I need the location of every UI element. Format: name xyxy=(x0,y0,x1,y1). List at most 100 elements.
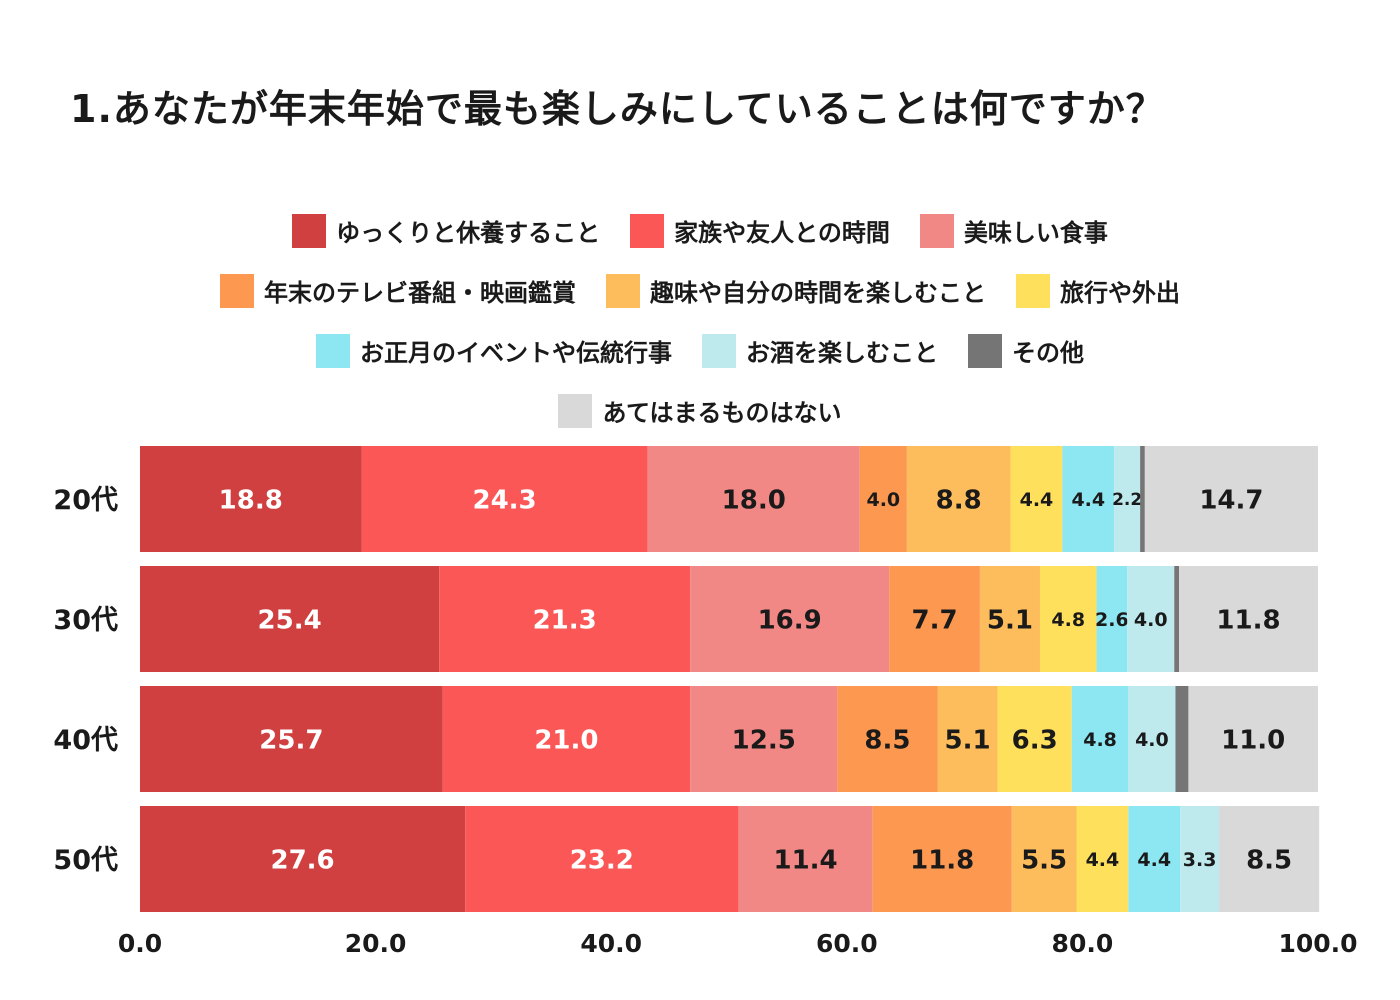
bar-segment xyxy=(1096,566,1128,672)
bar-segment xyxy=(1188,686,1318,792)
legend-swatch xyxy=(292,213,327,248)
bar-segment xyxy=(439,566,691,672)
legend-swatch xyxy=(606,273,640,308)
data-label: 5.5 xyxy=(1021,845,1067,875)
data-label: 21.0 xyxy=(534,725,598,755)
legend-item: あてはまるものはない xyxy=(558,393,842,428)
legend-row: ゆっくりと休養すること 家族や友人との時間 美味しい食事 xyxy=(0,213,1400,248)
legend-item: お正月のイベントや伝統行事 xyxy=(316,333,672,368)
legend-item: 家族や友人との時間 xyxy=(630,213,890,248)
legend-item: 美味しい食事 xyxy=(919,213,1108,248)
data-label: 25.4 xyxy=(258,605,322,635)
legend-label: 趣味や自分の時間を楽しむこと xyxy=(650,279,986,307)
bar-segment xyxy=(1010,446,1063,552)
data-label: 6.3 xyxy=(1012,725,1058,755)
legend-row: お正月のイベントや伝統行事 お酒を楽しむこと その他 xyxy=(0,333,1400,368)
data-label: 4.0 xyxy=(1135,729,1169,751)
bar-segment xyxy=(690,686,838,792)
x-tick-label: 20.0 xyxy=(345,929,407,958)
bar-segment xyxy=(647,446,860,552)
legend-item: ゆっくりと休養すること xyxy=(292,213,600,248)
legend-label: 旅行や外出 xyxy=(1060,279,1180,307)
bar-segment xyxy=(1011,806,1077,912)
legend-row: 年末のテレビ番組・映画鑑賞 趣味や自分の時間を楽しむこと 旅行や外出 xyxy=(0,273,1400,308)
bar-segment xyxy=(140,806,466,912)
bar-segment xyxy=(140,446,362,552)
x-tick-label: 40.0 xyxy=(580,929,642,958)
x-tick-label: 0.0 xyxy=(118,929,162,958)
legend-label: その他 xyxy=(1012,339,1084,367)
data-label: 18.0 xyxy=(722,485,786,515)
bar-segment xyxy=(1062,446,1115,552)
bar-segment xyxy=(738,806,873,912)
bar-segment xyxy=(1180,806,1220,912)
data-label: 8.5 xyxy=(1246,845,1292,875)
bar-segment xyxy=(140,686,443,792)
data-label: 4.4 xyxy=(1086,849,1120,871)
data-label: 8.8 xyxy=(936,485,982,515)
data-label: 4.0 xyxy=(866,489,900,511)
legend-item: 年末のテレビ番組・映画鑑賞 xyxy=(220,273,576,308)
legend-swatch xyxy=(220,273,254,308)
data-label: 18.8 xyxy=(219,485,283,515)
data-label: 8.5 xyxy=(864,725,910,755)
data-label: 24.3 xyxy=(473,485,537,515)
data-label: 14.7 xyxy=(1199,485,1263,515)
bar-segment xyxy=(1144,446,1318,552)
bar-segment xyxy=(1114,446,1141,552)
data-label: 21.3 xyxy=(533,605,597,635)
data-label: 4.4 xyxy=(1137,849,1171,871)
data-label: 16.9 xyxy=(758,605,822,635)
category-label: 20代 xyxy=(53,485,118,516)
legend-label: 家族や友人との時間 xyxy=(674,219,890,247)
data-label: 12.5 xyxy=(732,725,796,755)
data-label: 4.8 xyxy=(1051,609,1085,631)
legend-label: お正月のイベントや伝統行事 xyxy=(360,339,672,367)
data-label: 27.6 xyxy=(270,845,334,875)
legend-item: 旅行や外出 xyxy=(1016,273,1180,308)
bar-segment xyxy=(906,446,1011,552)
bar-segment xyxy=(1174,566,1179,672)
data-label: 11.0 xyxy=(1221,725,1285,755)
legend-swatch xyxy=(919,213,954,248)
bar-segment xyxy=(1175,686,1189,792)
data-label: 4.4 xyxy=(1071,489,1105,511)
legend-swatch xyxy=(630,213,665,248)
chart-title: 1.あなたが年末年始で最も楽しみにしていることは何ですか？ xyxy=(70,87,1165,131)
data-label: 4.8 xyxy=(1083,729,1117,751)
data-label: 11.8 xyxy=(1216,605,1280,635)
legend-swatch xyxy=(1016,273,1050,308)
bar-segment xyxy=(872,806,1012,912)
legend-swatch xyxy=(968,333,1002,368)
data-label: 4.0 xyxy=(1134,609,1168,631)
bar-segment xyxy=(1128,806,1181,912)
data-label: 2.6 xyxy=(1095,609,1129,631)
bar-segment xyxy=(1039,566,1097,672)
x-tick-label: 60.0 xyxy=(816,929,878,958)
bar-segment xyxy=(1127,566,1175,672)
legend-item: 趣味や自分の時間を楽しむこと xyxy=(606,273,986,308)
bar-segment xyxy=(859,446,907,552)
bar-segment xyxy=(1128,686,1176,792)
legend-item: その他 xyxy=(968,333,1084,368)
data-label: 11.4 xyxy=(773,845,837,875)
bar-segment xyxy=(465,806,739,912)
bar-segment xyxy=(140,566,440,672)
data-label: 5.1 xyxy=(987,605,1033,635)
category-label: 30代 xyxy=(53,605,118,636)
legend-label: お酒を楽しむこと xyxy=(746,339,938,367)
bar-segment xyxy=(1140,446,1145,552)
bar-segment xyxy=(1076,806,1129,912)
data-label: 7.7 xyxy=(912,605,958,635)
legend-label: あてはまるものはない xyxy=(602,399,842,427)
data-label: 4.4 xyxy=(1020,489,1054,511)
bar-segment xyxy=(889,566,980,672)
data-label: 25.7 xyxy=(259,725,323,755)
bar-segment xyxy=(979,566,1040,672)
data-label: 5.1 xyxy=(945,725,991,755)
legend-label: 年末のテレビ番組・映画鑑賞 xyxy=(264,279,576,307)
legend-swatch xyxy=(558,393,593,428)
bar-segment xyxy=(937,686,998,792)
x-tick-label: 100.0 xyxy=(1278,929,1357,958)
bar-segment xyxy=(1071,686,1129,792)
